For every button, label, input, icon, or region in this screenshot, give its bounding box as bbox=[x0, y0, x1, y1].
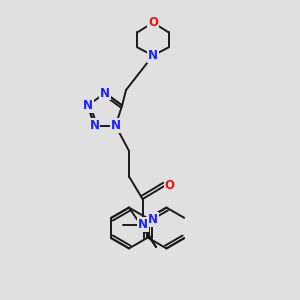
Text: O: O bbox=[165, 179, 175, 192]
Text: N: N bbox=[89, 119, 99, 132]
Text: O: O bbox=[148, 16, 158, 29]
Text: N: N bbox=[138, 218, 148, 231]
Text: N: N bbox=[148, 213, 158, 226]
Text: N: N bbox=[111, 119, 121, 132]
Text: N: N bbox=[148, 49, 158, 62]
Text: N: N bbox=[83, 99, 93, 112]
Text: N: N bbox=[100, 86, 110, 100]
